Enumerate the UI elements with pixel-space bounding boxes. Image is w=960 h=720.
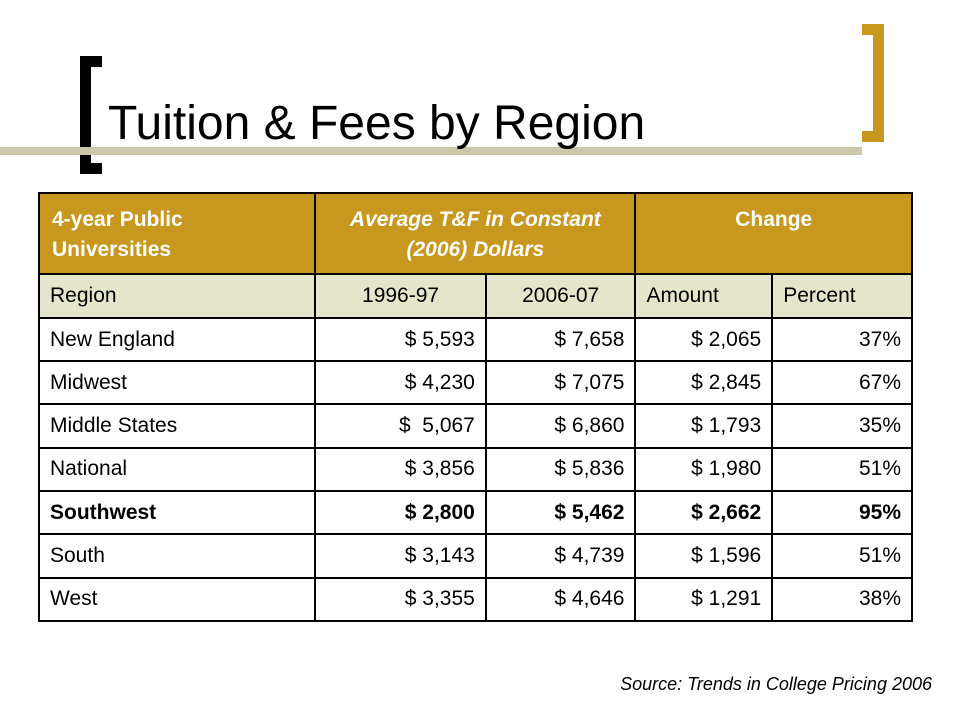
table-row-highlighted: Southwest $ 2,800 $ 5,462 $ 2,662 95% bbox=[37, 490, 913, 536]
change-amount-cell: $ 2,662 bbox=[634, 490, 774, 536]
region-cell: South bbox=[37, 533, 317, 579]
subheader-region: Region bbox=[37, 272, 317, 319]
change-percent-cell: 95% bbox=[771, 490, 913, 536]
table-row: New England $ 5,593 $ 7,658 $ 2,065 37% bbox=[37, 316, 913, 363]
value-1996-cell: $ 3,143 bbox=[314, 533, 487, 579]
value-1996-cell: $ 3,856 bbox=[314, 446, 487, 493]
change-percent-cell: 38% bbox=[771, 576, 913, 623]
right-bracket-decoration bbox=[862, 24, 884, 142]
left-bracket-decoration bbox=[80, 56, 102, 174]
value-1996-cell: $ 3,355 bbox=[314, 576, 487, 623]
change-amount-cell: $ 1,980 bbox=[634, 446, 774, 493]
table-row: South $ 3,143 $ 4,739 $ 1,596 51% bbox=[37, 533, 913, 579]
header-institution-type: 4-year Public Universities bbox=[37, 192, 317, 275]
header-average-tf: Average T&F in Constant (2006) Dollars bbox=[314, 192, 637, 275]
source-citation: Source: Trends in College Pricing 2006 bbox=[620, 674, 932, 694]
region-cell: National bbox=[37, 446, 317, 493]
change-amount-cell: $ 2,845 bbox=[634, 360, 774, 406]
change-percent-cell: 37% bbox=[771, 316, 913, 363]
table-header-row: 4-year Public Universities Average T&F i… bbox=[37, 192, 913, 275]
change-amount-cell: $ 2,065 bbox=[634, 316, 774, 363]
change-percent-cell: 51% bbox=[771, 533, 913, 579]
value-1996-cell: $ 5,593 bbox=[314, 316, 487, 363]
value-2006-cell: $ 4,646 bbox=[484, 576, 637, 623]
value-2006-cell: $ 4,739 bbox=[484, 533, 637, 579]
change-amount-cell: $ 1,596 bbox=[634, 533, 774, 579]
region-cell: New England bbox=[37, 316, 317, 363]
title-rule bbox=[0, 147, 862, 155]
change-percent-cell: 67% bbox=[771, 360, 913, 406]
table-row: West $ 3,355 $ 4,646 $ 1,291 38% bbox=[37, 576, 913, 623]
region-cell: West bbox=[37, 576, 317, 623]
region-cell: Southwest bbox=[37, 490, 317, 536]
region-cell: Middle States bbox=[37, 403, 317, 449]
subheader-percent: Percent bbox=[771, 272, 913, 319]
value-2006-cell: $ 7,075 bbox=[484, 360, 637, 406]
value-2006-cell: $ 6,860 bbox=[484, 403, 637, 449]
change-amount-cell: $ 1,291 bbox=[634, 576, 774, 623]
value-2006-cell: $ 5,462 bbox=[484, 490, 637, 536]
subheader-1996-97: 1996-97 bbox=[314, 272, 487, 319]
change-percent-cell: 35% bbox=[771, 403, 913, 449]
tuition-table: 4-year Public Universities Average T&F i… bbox=[37, 192, 913, 623]
subheader-2006-07: 2006-07 bbox=[484, 272, 637, 319]
change-amount-cell: $ 1,793 bbox=[634, 403, 774, 449]
region-cell: Midwest bbox=[37, 360, 317, 406]
table-subheader-row: Region 1996-97 2006-07 Amount Percent bbox=[37, 272, 913, 319]
value-2006-cell: $ 5,836 bbox=[484, 446, 637, 493]
value-1996-cell: $ 4,230 bbox=[314, 360, 487, 406]
value-1996-cell: $ 5,067 bbox=[314, 403, 487, 449]
value-1996-cell: $ 2,800 bbox=[314, 490, 487, 536]
change-percent-cell: 51% bbox=[771, 446, 913, 493]
value-2006-cell: $ 7,658 bbox=[484, 316, 637, 363]
table-row: National $ 3,856 $ 5,836 $ 1,980 51% bbox=[37, 446, 913, 493]
page-title: Tuition & Fees by Region bbox=[108, 97, 646, 150]
subheader-amount: Amount bbox=[634, 272, 774, 319]
header-change: Change bbox=[634, 192, 913, 275]
table-row: Midwest $ 4,230 $ 7,075 $ 2,845 67% bbox=[37, 360, 913, 406]
table-row: Middle States $ 5,067 $ 6,860 $ 1,793 35… bbox=[37, 403, 913, 449]
